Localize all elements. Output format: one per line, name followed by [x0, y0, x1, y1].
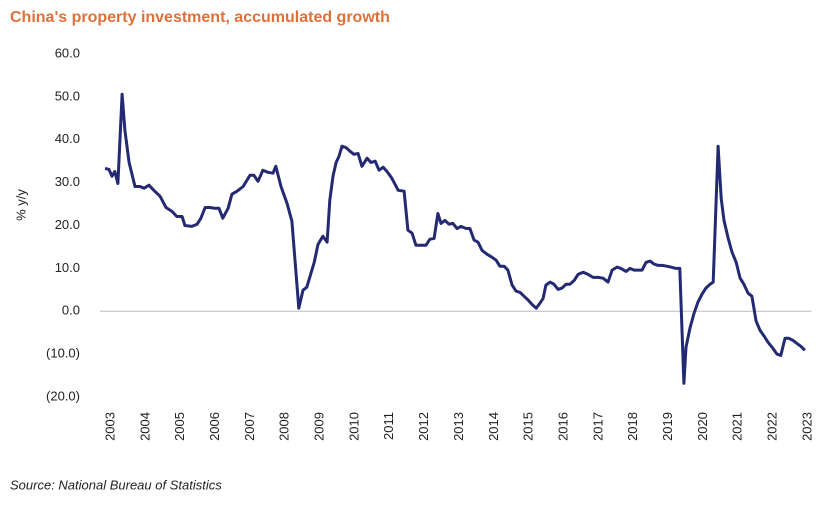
x-tick-label: 2018 [625, 412, 640, 441]
x-tick-label: 2022 [765, 412, 780, 441]
x-tick-label: 2013 [451, 412, 466, 441]
x-tick-label: 2003 [102, 412, 117, 441]
y-tick-label: 0.0 [62, 303, 80, 318]
x-tick-label: 2014 [486, 412, 501, 441]
x-tick-label: 2007 [242, 412, 257, 441]
x-tick-label: 2011 [381, 412, 396, 440]
x-tick-label: 2012 [416, 412, 431, 441]
x-tick-label: 2016 [555, 412, 570, 441]
y-axis-label: % y/y [13, 189, 28, 221]
x-tick-label: 2020 [695, 412, 710, 441]
source: Source: National Bureau of Statistics [10, 477, 222, 492]
x-tick-label: 2021 [730, 412, 745, 441]
y-tick-label: 60.0 [55, 45, 80, 60]
y-tick-label: 10.0 [55, 260, 80, 275]
x-tick-label: 2010 [346, 412, 361, 441]
x-tick-label: 2019 [660, 412, 675, 441]
x-tick-label: 2008 [277, 412, 292, 441]
x-tick-label: 2006 [207, 412, 222, 441]
y-tick-label: 30.0 [55, 174, 80, 189]
x-tick-label: 2004 [137, 412, 152, 441]
data-line [104, 92, 806, 385]
x-tick-label: 2009 [312, 412, 327, 441]
y-tick-label: 50.0 [55, 88, 80, 103]
chart-title: China's property investment, accumulated… [10, 9, 390, 26]
x-tick-label: 2005 [172, 412, 187, 441]
y-tick-label: (10.0) [46, 346, 80, 361]
x-tick-label: 2017 [590, 412, 605, 441]
y-tick-label: 40.0 [55, 131, 80, 146]
y-tick-label: 20.0 [55, 217, 80, 232]
x-tick-label: 2023 [799, 412, 814, 441]
y-tick-label: (20.0) [46, 388, 80, 403]
x-tick-label: 2015 [521, 412, 536, 441]
